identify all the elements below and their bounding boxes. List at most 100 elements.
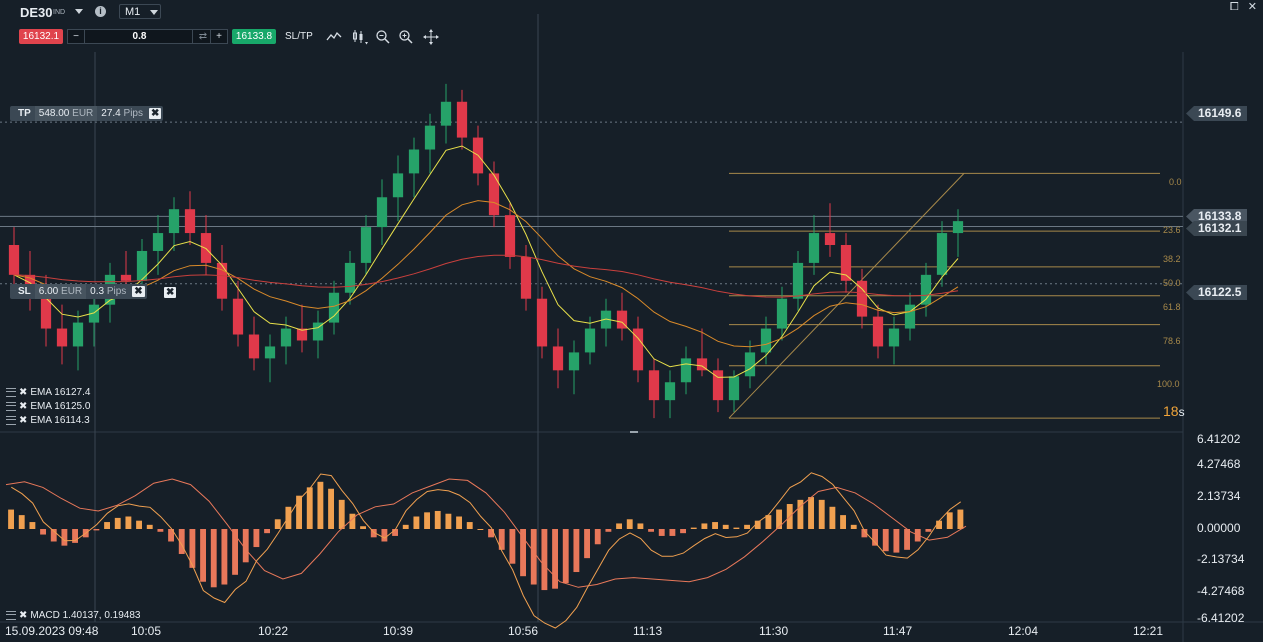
close-icon[interactable]: ✖ xyxy=(19,610,28,621)
macd-histogram-bar xyxy=(829,506,836,529)
macd-axis-label: -6.41202 xyxy=(1197,611,1245,625)
sl-remove[interactable]: ✖ xyxy=(162,285,178,300)
time-axis-label: 15.09.2023 09:48 xyxy=(5,624,99,638)
macd-histogram-bar xyxy=(40,529,46,535)
stop-loss-order[interactable]: SL 6.00 EUR 0.3 Pips ✖ xyxy=(10,284,147,299)
fib-label: 0.0 xyxy=(1169,177,1182,187)
countdown-unit: s xyxy=(1178,405,1185,419)
macd-histogram-bar xyxy=(626,519,633,529)
macd-histogram-bar xyxy=(445,513,452,529)
candle-chart-icon[interactable] xyxy=(352,29,368,45)
symbol-dropdown-icon[interactable] xyxy=(75,9,83,14)
macd-histogram-bar xyxy=(808,497,814,529)
sl-amount: 6.00 EUR xyxy=(34,284,87,299)
symbol-name[interactable]: DE30 xyxy=(20,5,53,20)
macd-histogram-bar xyxy=(882,529,889,552)
candle-body xyxy=(264,346,276,359)
line-chart-icon[interactable] xyxy=(326,29,342,45)
quantity-input[interactable]: 0.8 xyxy=(132,31,147,42)
candle-body xyxy=(760,328,772,353)
tp-pips-value: 27.4 xyxy=(101,108,121,119)
countdown-value: 18 xyxy=(1163,403,1179,419)
settings-icon[interactable] xyxy=(6,387,16,397)
settings-icon[interactable] xyxy=(6,401,16,411)
buy-button[interactable]: 16133.8 xyxy=(232,29,276,44)
close-icon[interactable]: ✖ xyxy=(148,108,162,119)
info-icon[interactable]: i xyxy=(95,6,106,17)
macd-label[interactable]: ✖ MACD 1.40137, 0.19483 xyxy=(6,610,140,621)
sl-pips-value: 0.3 xyxy=(90,286,105,297)
timeframe-select[interactable]: M1 xyxy=(119,4,161,19)
close-icon[interactable]: ✖ xyxy=(19,401,28,412)
macd-histogram-bar xyxy=(136,520,142,529)
close-icon[interactable]: ✕ xyxy=(1247,1,1257,13)
macd-histogram-bar xyxy=(893,529,900,553)
macd-histogram-bar xyxy=(562,529,569,584)
candle-body xyxy=(184,209,196,234)
chevron-down-icon[interactable] xyxy=(150,10,158,15)
candle-body xyxy=(232,298,244,335)
sltp-button[interactable]: SL/TP xyxy=(285,31,313,42)
macd-histogram-bar xyxy=(338,499,345,529)
sl-price-tag: 16122.5 xyxy=(1186,285,1248,300)
macd-histogram-bar xyxy=(936,520,942,529)
tp-price-tag: 16149.6 xyxy=(1186,106,1248,121)
ema-label[interactable]: ✖ EMA 16127.4 xyxy=(6,387,90,398)
macd-histogram-bar xyxy=(328,488,334,529)
candle-body xyxy=(888,328,900,347)
macd-histogram-bar xyxy=(658,529,665,536)
sl-currency: EUR xyxy=(61,286,83,297)
close-icon[interactable]: ✖ xyxy=(132,286,145,297)
settings-icon[interactable] xyxy=(6,610,16,620)
macd-histogram-bar xyxy=(392,529,398,536)
swap-icon[interactable]: ⇄ xyxy=(192,30,213,43)
candle-body xyxy=(360,227,372,263)
macd-histogram-bar xyxy=(744,524,750,529)
candle-body xyxy=(616,310,628,329)
macd-histogram-bar xyxy=(125,516,132,529)
sl-amount-value: 6.00 xyxy=(38,286,59,297)
macd-axis-label: 0.00000 xyxy=(1197,521,1241,535)
macd-histogram-bar xyxy=(957,509,964,529)
restore-icon[interactable]: ⧠ xyxy=(1229,1,1239,13)
candle-body xyxy=(632,328,644,371)
macd-histogram-bar xyxy=(200,529,206,582)
macd-histogram-bar xyxy=(242,529,249,563)
macd-histogram-bar xyxy=(221,529,228,585)
top-toolbar: DE30 IND i M1 16132.1 − 0.8 ⇄ + 16133.8 … xyxy=(0,0,1263,52)
settings-icon[interactable] xyxy=(6,415,16,425)
ema-slow-line xyxy=(13,254,959,298)
sell-button[interactable]: 16132.1 xyxy=(19,29,63,44)
macd-histogram-bar xyxy=(946,512,953,529)
tp-amount: 548.00 EUR xyxy=(34,106,98,121)
time-axis-label: 10:56 xyxy=(508,624,539,638)
macd-histogram-bar xyxy=(168,529,174,542)
close-icon[interactable]: ✖ xyxy=(19,387,28,398)
macd-histogram-bar xyxy=(520,529,526,577)
macd-histogram-bar xyxy=(210,529,217,588)
macd-histogram-bar xyxy=(360,526,366,529)
time-axis-label: 10:22 xyxy=(258,624,289,638)
zoom-out-icon[interactable] xyxy=(375,29,391,45)
zoom-in-icon[interactable] xyxy=(398,29,414,45)
move-icon[interactable] xyxy=(423,29,439,45)
macd-histogram-bar xyxy=(712,522,718,529)
close-icon[interactable]: ✖ xyxy=(164,287,177,298)
ema-label[interactable]: ✖ EMA 16125.0 xyxy=(6,401,90,412)
macd-histogram-bar xyxy=(904,529,910,550)
candle-body xyxy=(552,346,564,371)
fib-trend-line xyxy=(728,173,965,419)
macd-histogram-bar xyxy=(541,529,548,591)
candle-body xyxy=(72,322,84,347)
decrease-button[interactable]: − xyxy=(68,30,85,43)
time-axis-label: 10:39 xyxy=(383,624,414,638)
macd-histogram-bar xyxy=(8,509,14,529)
increase-button[interactable]: + xyxy=(210,30,227,43)
candle-body xyxy=(728,376,740,401)
macd-histogram-bar xyxy=(306,487,313,529)
sl-pips-unit: Pips xyxy=(106,286,127,297)
ema-label[interactable]: ✖ EMA 16114.3 xyxy=(6,415,90,426)
close-icon[interactable]: ✖ xyxy=(19,415,28,426)
take-profit-order[interactable]: TP 548.00 EUR 27.4 Pips ✖ xyxy=(10,106,164,121)
